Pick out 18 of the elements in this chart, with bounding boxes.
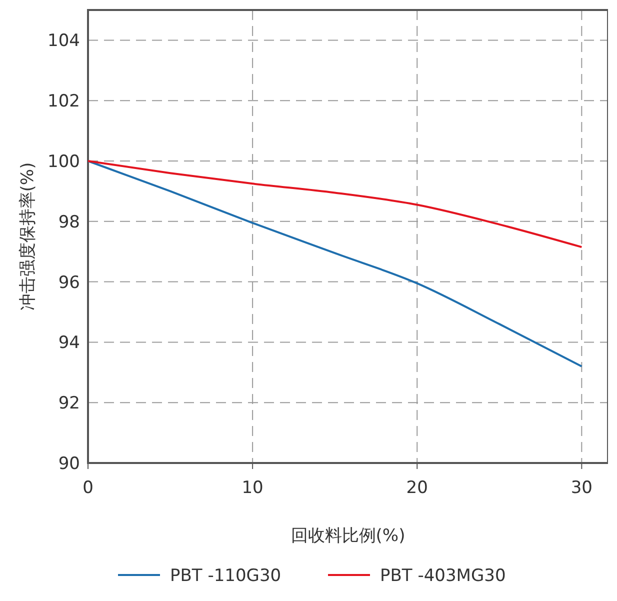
x-tick-label: 0 [82,478,94,498]
x-tick-label: 10 [242,478,264,498]
y-axis-title: 冲击强度保持率(%) [18,162,38,311]
y-tick-label: 96 [58,272,80,293]
y-tick-label: 90 [58,454,80,474]
x-axis-title: 回收料比例(%) [290,526,406,546]
x-tick-label: 20 [406,478,428,498]
y-tick-label: 94 [58,333,80,354]
y-tick-label: 98 [58,212,80,232]
y-tick-label: 102 [48,92,80,112]
legend-label: PBT -110G30 [170,566,282,586]
line-series [87,160,583,368]
y-tick-label: 100 [48,152,80,172]
legend-label: PBT -403MG30 [380,566,506,586]
line-series [87,160,583,248]
y-tick-label: 104 [48,31,80,52]
y-tick-label: 92 [58,394,80,414]
x-tick-label: 30 [570,478,592,498]
